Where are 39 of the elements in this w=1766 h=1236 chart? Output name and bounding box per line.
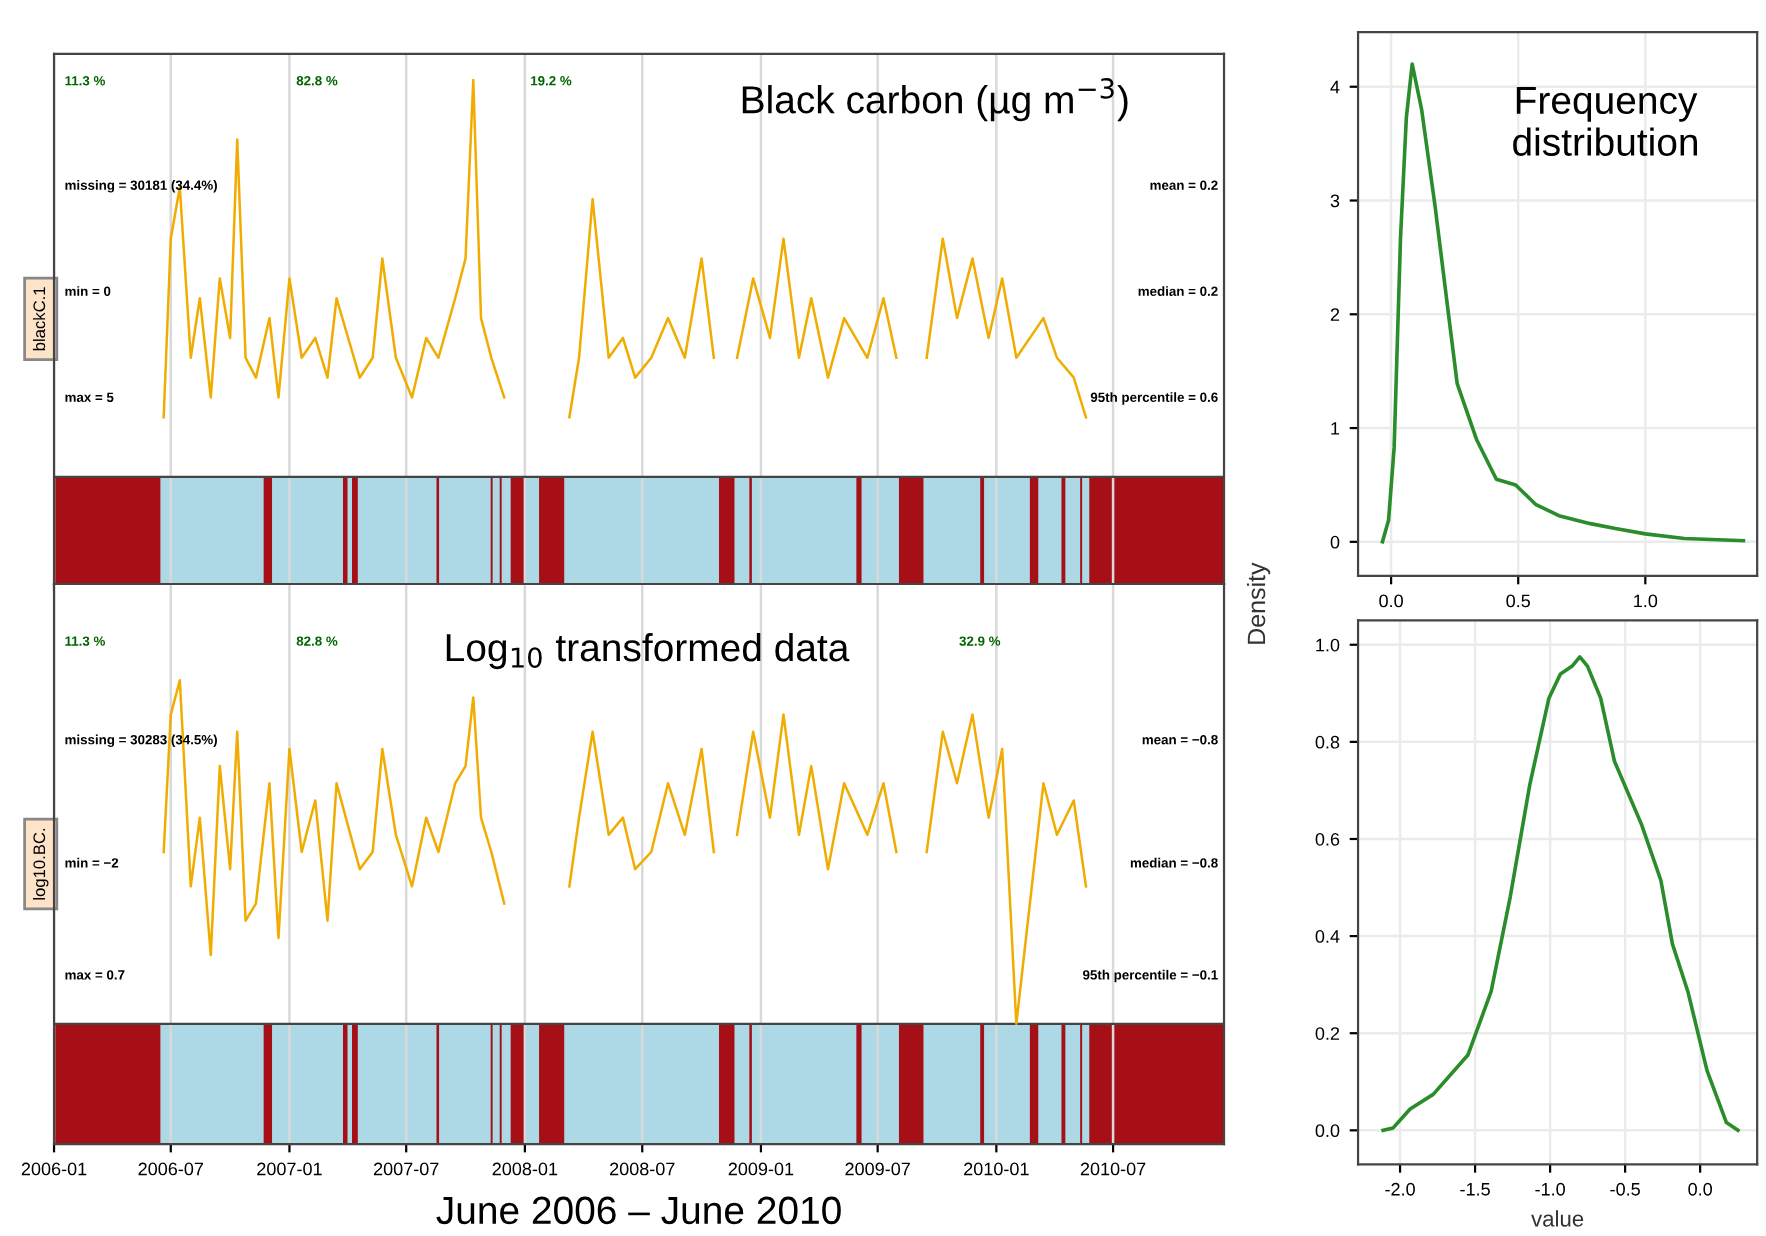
x-tick-label: 2008-07 xyxy=(610,1162,675,1176)
y-tick-label: 0.4 xyxy=(1315,930,1340,943)
y-tick-label: 0 xyxy=(1330,535,1340,549)
x-tick-label: -1.5 xyxy=(1460,1183,1490,1196)
x-axis-title: value xyxy=(1531,1210,1584,1227)
x-tick-label: 2010-07 xyxy=(1080,1162,1146,1176)
line-series xyxy=(1380,62,1746,544)
x-tick-label: 2010-01 xyxy=(964,1162,1029,1176)
y-tick-label: 0.8 xyxy=(1315,735,1340,749)
x-tick-label: 2008-01 xyxy=(492,1162,558,1176)
x-tick-label: 0.0 xyxy=(1379,594,1403,608)
x-tick-label: 2006-07 xyxy=(138,1162,204,1176)
annotation: Frequency distribution xyxy=(1513,86,1698,156)
x-tick-label: 2009-01 xyxy=(728,1162,794,1176)
x-tick-label: -2.0 xyxy=(1385,1182,1415,1196)
y-axis-title: log10.BC. xyxy=(32,828,49,900)
y-tick-label: 0.6 xyxy=(1315,832,1340,846)
chart-title: Black carbon (µg m$^{−3}$) xyxy=(742,78,1128,122)
y-axis-title: blackC.1 xyxy=(32,287,46,351)
y-tick-label: 1.0 xyxy=(1316,638,1340,652)
y-tick-label: 1 xyxy=(1331,422,1340,435)
y-tick-label: 2 xyxy=(1330,308,1340,321)
x-tick-label: 2006-01 xyxy=(21,1162,87,1176)
x-tick-label: 2007-07 xyxy=(373,1162,439,1176)
y-tick-label: 0.2 xyxy=(1315,1027,1340,1040)
line-series xyxy=(1381,655,1740,1133)
x-tick-label: 0.0 xyxy=(1688,1182,1712,1196)
y-tick-label: 3 xyxy=(1330,194,1340,208)
x-tick-label: 2007-01 xyxy=(257,1162,322,1176)
chart-title: Log$_{10}$ transformed data xyxy=(446,632,850,670)
x-axis-title: June 2006 – June 2010 xyxy=(436,1196,841,1225)
y-tick-label: 4 xyxy=(1330,80,1340,94)
x-tick-label: 0.5 xyxy=(1506,594,1530,608)
x-tick-label: 2009-07 xyxy=(845,1162,910,1176)
x-tick-label: 1.0 xyxy=(1634,594,1658,608)
y-tick-label: 0.0 xyxy=(1315,1124,1340,1138)
x-tick-label: -0.5 xyxy=(1610,1182,1640,1196)
y-axis-title: Density xyxy=(1246,562,1271,644)
x-tick-label: -1.0 xyxy=(1535,1182,1565,1196)
